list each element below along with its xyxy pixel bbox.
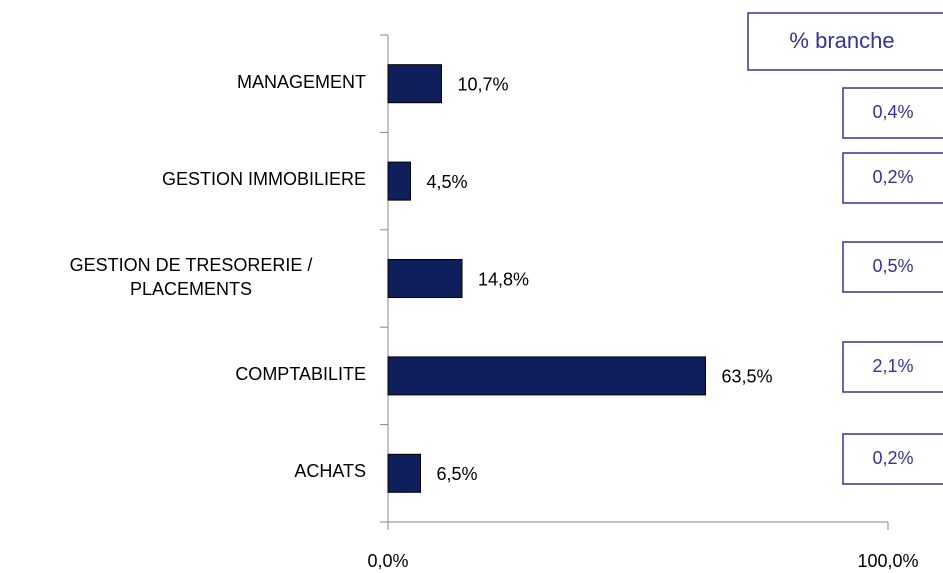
- bar: [387, 356, 706, 396]
- bar: [387, 453, 421, 493]
- branch-value: 0,2%: [872, 448, 913, 468]
- header-box: [747, 12, 943, 71]
- x-tick-label: 100,0%: [857, 551, 918, 571]
- branch-value: 0,4%: [872, 102, 913, 122]
- header-label: % branche: [789, 28, 894, 53]
- branch-box: [842, 341, 943, 393]
- bar: [387, 161, 411, 201]
- branch-box: [842, 87, 943, 139]
- branch-box: [842, 433, 943, 485]
- category-label: COMPTABILITE: [235, 363, 366, 384]
- category-label: MANAGEMENT: [236, 71, 366, 92]
- value-label: 4,5%: [427, 172, 468, 192]
- x-tick-label: 0,0%: [367, 551, 408, 571]
- branch-value: 0,2%: [872, 167, 913, 187]
- branch-value: 0,5%: [872, 256, 913, 276]
- value-label: 6,5%: [437, 464, 478, 484]
- bar: [387, 259, 463, 298]
- category-label: GESTION DE TRESORERIE / PLACEMENTS: [69, 254, 313, 299]
- bar: [387, 64, 442, 104]
- branch-value: 2,1%: [872, 356, 913, 376]
- value-label: 63,5%: [722, 367, 773, 387]
- branch-box: [842, 241, 943, 293]
- category-label: GESTION IMMOBILIERE: [161, 169, 366, 190]
- value-label: 14,8%: [478, 269, 529, 289]
- value-label: 10,7%: [458, 74, 509, 94]
- branch-box: [842, 152, 943, 204]
- category-label: ACHATS: [294, 461, 366, 482]
